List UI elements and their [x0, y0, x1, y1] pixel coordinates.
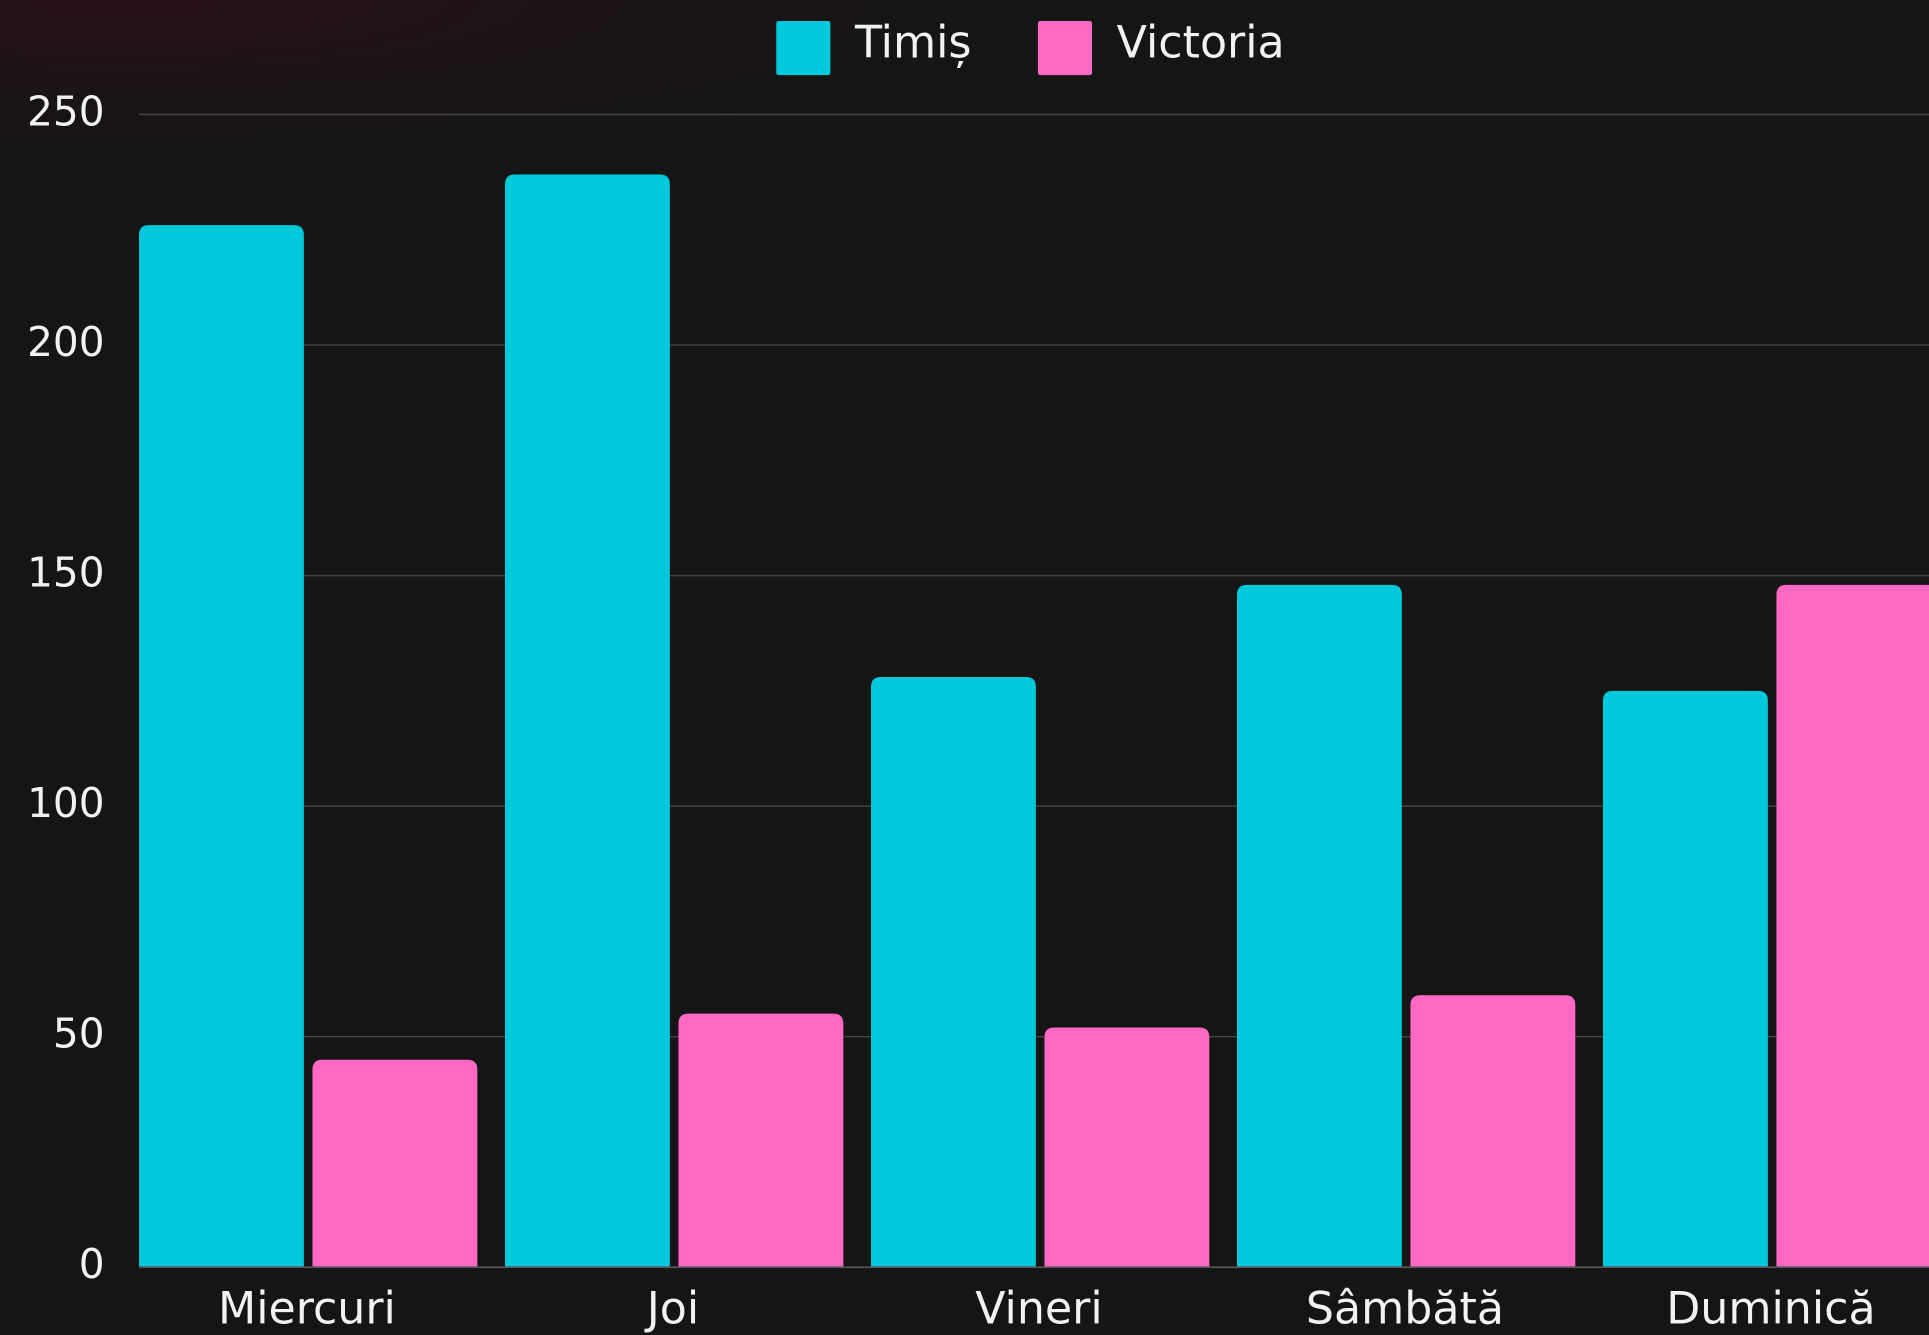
bar: [1776, 584, 1929, 1268]
x-tick-label: Sâmbătă: [1306, 1284, 1504, 1335]
legend-swatch: [776, 21, 831, 76]
x-tick-label: Miercuri: [218, 1284, 396, 1335]
background-glow: [0, 0, 1929, 247]
bar: [1410, 995, 1576, 1268]
legend-label: Victoria: [1117, 18, 1285, 69]
y-tick-label: 150: [27, 549, 104, 597]
bar: [1236, 584, 1402, 1268]
x-tick-label: Duminică: [1666, 1284, 1875, 1335]
bar: [871, 677, 1036, 1268]
bar: [1602, 690, 1768, 1268]
bar: [312, 1059, 478, 1268]
bar: [505, 174, 670, 1268]
bar: [678, 1013, 844, 1268]
y-tick-label: 200: [27, 318, 104, 366]
y-tick-label: 250: [27, 88, 104, 136]
bar: [1044, 1027, 1210, 1268]
bar: [139, 225, 304, 1268]
x-tick-label: Vineri: [975, 1284, 1102, 1335]
y-tick-label: 0: [79, 1240, 105, 1288]
legend-label: Timiș: [854, 18, 971, 69]
y-tick-label: 100: [27, 779, 104, 827]
legend-swatch: [1037, 21, 1093, 76]
y-tick-label: 50: [53, 1010, 105, 1058]
x-tick-label: Joi: [644, 1284, 699, 1335]
